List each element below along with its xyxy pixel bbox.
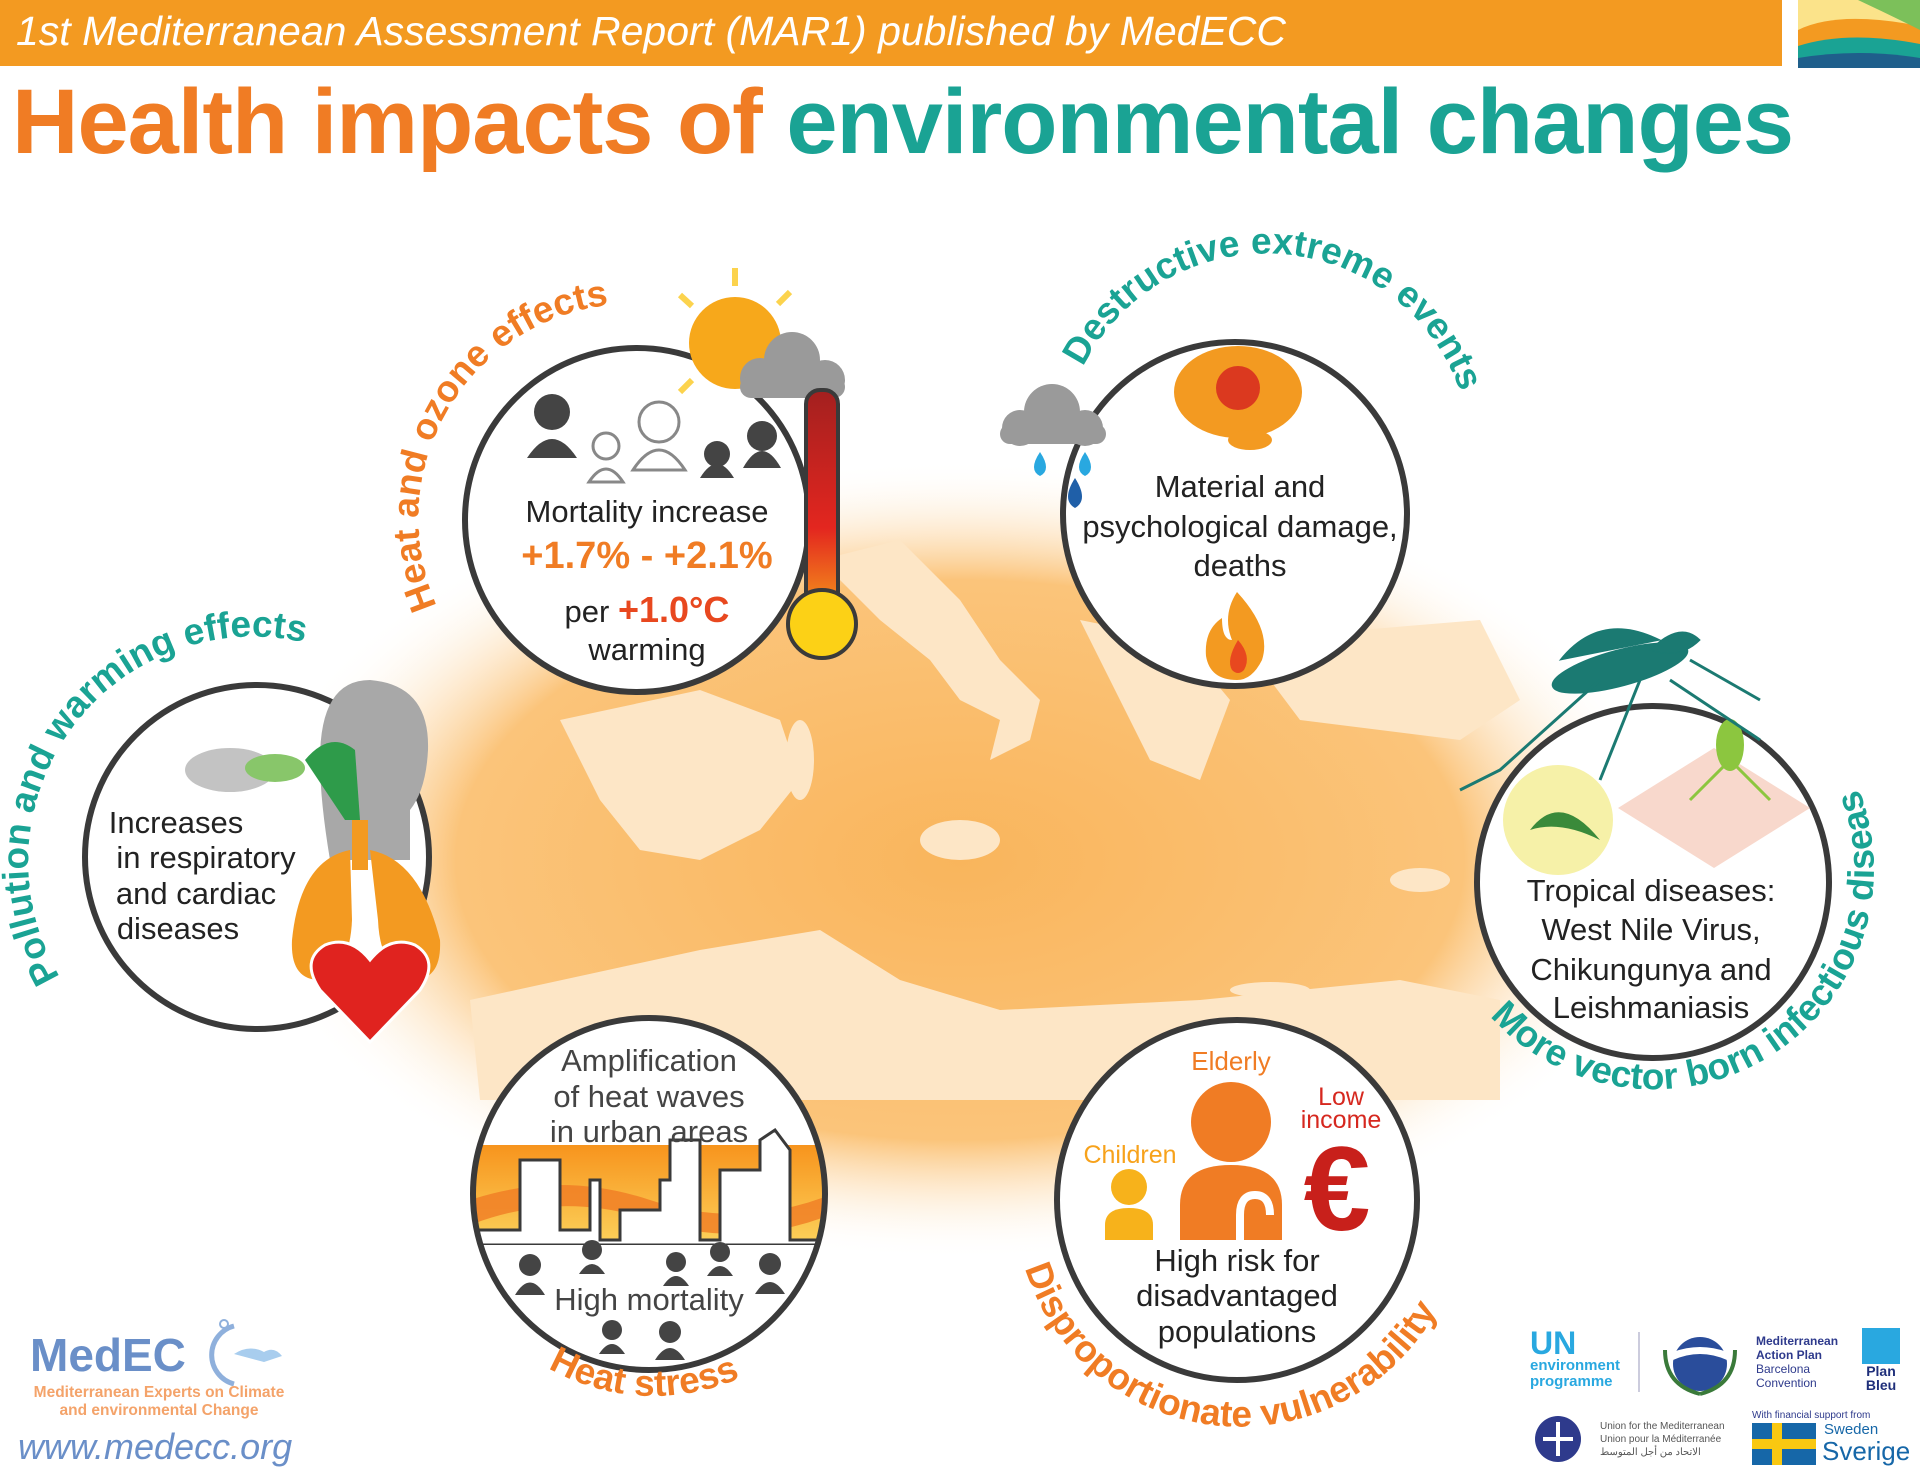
- medecc-mark-icon: [209, 1319, 282, 1387]
- map-line-4: Convention: [1756, 1376, 1817, 1390]
- sverige-text: Sverige: [1822, 1436, 1911, 1466]
- vector-line-4: Leishmaniasis: [1553, 990, 1749, 1025]
- plan-bleu-1: Plan: [1866, 1363, 1896, 1379]
- elderly-label: Elderly: [1191, 1046, 1270, 1076]
- extreme-line-3: deaths: [1193, 548, 1286, 583]
- income-label: income: [1301, 1106, 1382, 1134]
- vuln-line-1: High risk for: [1154, 1243, 1319, 1278]
- panel-vulnerability: € Elderly Children Low income High risk …: [1017, 1017, 1445, 1435]
- city-skyline-icon: [474, 1127, 824, 1369]
- pollution-line-1: Increases: [109, 805, 243, 840]
- elderly-icon: [1180, 1082, 1282, 1240]
- mortality-range: +1.7% - +2.1%: [521, 535, 772, 577]
- map-line-3: Barcelona: [1756, 1362, 1811, 1376]
- smoke-icon: [185, 748, 305, 792]
- mediterranean-map: [240, 460, 1680, 1260]
- partner-logos: UN environment programme Mediterranean A…: [1530, 1325, 1920, 1478]
- extreme-line-1: Material and: [1155, 469, 1326, 504]
- sandfly-background: [1618, 748, 1810, 868]
- divider: [1638, 1332, 1640, 1392]
- ufm-line-3: الاتحاد من أجل المتوسط: [1600, 1447, 1701, 1458]
- fire-icon: [1205, 592, 1265, 680]
- banner-text: 1st Mediterranean Assessment Report (MAR…: [16, 8, 1287, 54]
- child-icon: [1105, 1169, 1153, 1240]
- sandfly-icon: [1688, 719, 1772, 802]
- top-right-logo-icon: [1798, 0, 1920, 68]
- mosquito-icon: [1459, 628, 1761, 792]
- title-part-2: environmental changes: [786, 71, 1794, 173]
- plan-bleu-2: Bleu: [1865, 1377, 1897, 1393]
- high-mortality-text: High mortality: [554, 1282, 744, 1317]
- euro-icon: €: [1304, 1122, 1371, 1256]
- warming-text: warming: [587, 632, 705, 667]
- map-text: Mediterranean Action Plan Barcelona Conv…: [1756, 1334, 1838, 1390]
- vuln-line-2: disadvantaged: [1136, 1278, 1338, 1313]
- ufm-line-2: Union pour la Méditerranée: [1600, 1434, 1722, 1445]
- ufm-line-1: Union for the Mediterranean: [1600, 1421, 1725, 1432]
- pollution-line-3: and cardiac: [116, 876, 276, 911]
- page-title: Health impacts of environmental changes: [12, 70, 1794, 175]
- heat-stress-line-2: of heat waves: [553, 1079, 744, 1114]
- mortality-text: Mortality increase: [526, 494, 769, 529]
- unep-logo: UN environment programme: [1530, 1325, 1621, 1390]
- temperature-value: +1.0°C: [618, 589, 729, 630]
- medecc-url-link[interactable]: www.medecc.org: [18, 1426, 293, 1467]
- sweden-text: Sweden: [1824, 1421, 1879, 1438]
- panel-heat-stress: Amplification of heat waves in urban are…: [470, 1015, 828, 1404]
- ufm-logo-icon: [1535, 1416, 1581, 1462]
- medecc-subtitle: Mediterranean Experts on Climate and envi…: [14, 1384, 304, 1420]
- brain-icon: [1174, 346, 1302, 450]
- heart-icon: [309, 940, 431, 1045]
- unep-line-2: programme: [1530, 1373, 1613, 1390]
- report-banner: 1st Mediterranean Assessment Report (MAR…: [0, 0, 1782, 66]
- medecc-sub-2: and environmental Change: [59, 1402, 259, 1419]
- unep-un: UN: [1530, 1325, 1577, 1361]
- people-icon: [527, 394, 781, 484]
- medecc-sub-1: Mediterranean Experts on Climate: [33, 1384, 285, 1401]
- map-line-2: Action Plan: [1756, 1348, 1823, 1362]
- ufm-text: Union for the Mediterranean Union pour l…: [1600, 1420, 1725, 1459]
- vector-line-3: Chikungunya and: [1530, 952, 1771, 987]
- per-label: per: [565, 594, 618, 629]
- pollution-line-4: diseases: [117, 911, 239, 946]
- medecc-name: MedEC: [30, 1329, 186, 1381]
- heat-stress-line-1: Amplification: [561, 1043, 737, 1078]
- rain-cloud-icon: [1000, 384, 1106, 508]
- per-warming-text: per +1.0°C: [565, 589, 730, 630]
- children-label: Children: [1083, 1141, 1176, 1169]
- person-icon: [515, 1240, 785, 1360]
- title-part-1: Health impacts of: [12, 71, 787, 173]
- vector-line-2: West Nile Virus,: [1541, 912, 1760, 947]
- extreme-line-2: psychological damage,: [1082, 509, 1397, 544]
- low-label: Low: [1318, 1083, 1365, 1111]
- heat-stress-line-3: in urban areas: [550, 1114, 748, 1149]
- vector-line-1: Tropical diseases:: [1527, 873, 1776, 908]
- plan-bleu-logo: Plan Bleu: [1862, 1328, 1900, 1392]
- head-icon: [305, 680, 429, 860]
- unep-line-1: environment: [1530, 1357, 1621, 1374]
- vuln-line-3: populations: [1158, 1314, 1317, 1349]
- plan-bleu-mark-icon: [1862, 1328, 1900, 1364]
- map-laurel-logo-icon: [1663, 1337, 1737, 1396]
- sweden-flag-icon: [1752, 1423, 1816, 1465]
- thermometer-icon: [786, 388, 858, 660]
- pollution-line-2: in respiratory: [116, 840, 296, 875]
- support-text: With financial support from: [1752, 1410, 1871, 1421]
- map-line-1: Mediterranean: [1756, 1334, 1839, 1348]
